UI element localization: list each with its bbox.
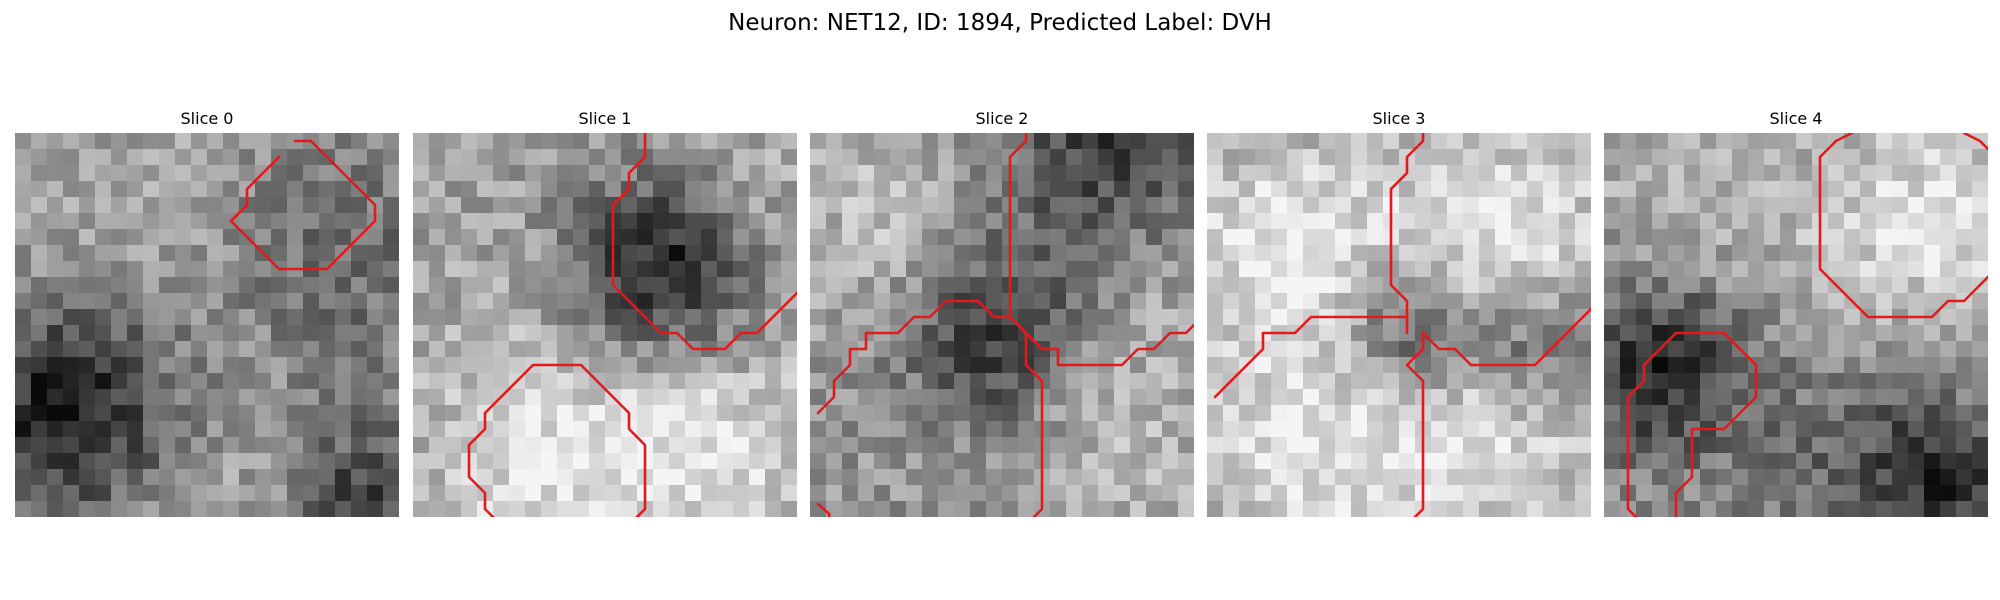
slice-panel-2: Slice 2	[810, 108, 1194, 517]
slice-title: Slice 2	[975, 109, 1029, 128]
slice-panel-0: Slice 0	[15, 108, 399, 517]
pixel-grid	[413, 133, 797, 517]
segmentation-contour	[1818, 133, 1988, 319]
segmentation-contour	[229, 139, 377, 271]
contour-overlay	[1213, 133, 1591, 517]
segmentation-contour	[1213, 315, 1409, 399]
segmentation-contour	[1626, 331, 1758, 517]
slice-panel-3: Slice 3	[1207, 108, 1591, 517]
segmentation-contour	[611, 133, 797, 351]
slice-image	[413, 133, 797, 517]
figure-title: Neuron: NET12, ID: 1894, Predicted Label…	[728, 10, 1272, 36]
segmentation-contour	[1421, 307, 1591, 367]
segmentation-contour	[467, 363, 647, 517]
segmentation-contour	[816, 502, 831, 517]
segmentation-contour	[1389, 133, 1425, 335]
contour-overlay	[816, 133, 1194, 517]
pixel-grid	[15, 133, 399, 517]
segmentation-contour	[1405, 347, 1425, 517]
pixel-grid	[810, 133, 1194, 517]
contour-overlay	[1626, 133, 1988, 517]
slice-image	[15, 133, 399, 517]
slice-title: Slice 1	[578, 109, 632, 128]
segmentation-contour	[1962, 133, 1988, 151]
slice-image	[1604, 133, 1988, 517]
slice-image	[1207, 133, 1591, 517]
contour-overlay	[467, 133, 797, 517]
pixel-grid	[1604, 133, 1988, 517]
slice-image	[810, 133, 1194, 517]
pixel-grid	[1207, 133, 1591, 517]
slice-panel-4: Slice 4	[1604, 108, 1988, 517]
slice-title: Slice 0	[180, 109, 234, 128]
slice-panel-1: Slice 1	[413, 108, 797, 517]
slice-title: Slice 3	[1372, 109, 1426, 128]
slice-title: Slice 4	[1769, 109, 1823, 128]
contour-overlay	[229, 139, 377, 271]
segmentation-contour	[816, 299, 1044, 517]
